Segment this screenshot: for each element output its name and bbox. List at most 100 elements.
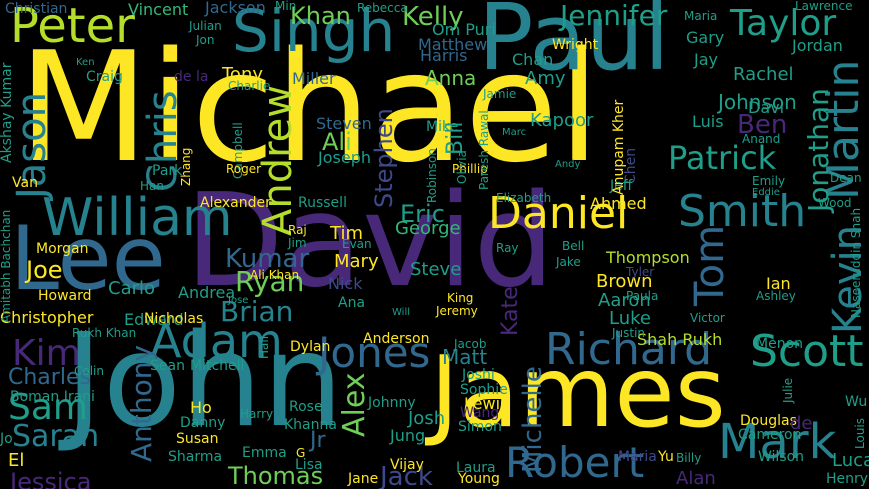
cloud-word: Naseeruddin Shah: [849, 207, 863, 318]
cloud-word: Shah Rukh: [637, 330, 723, 349]
cloud-word: Gary: [686, 28, 725, 47]
cloud-word: Min: [275, 0, 297, 13]
cloud-word: Wang: [460, 405, 500, 421]
cloud-word: Menon: [756, 336, 804, 352]
cloud-word: El: [8, 450, 25, 471]
cloud-word: Matt: [442, 345, 488, 369]
cloud-word: Tom: [687, 224, 733, 306]
cloud-word: Om Puri: [432, 20, 496, 39]
cloud-word: Mitchell: [190, 358, 245, 374]
cloud-word: Kim: [12, 333, 81, 374]
cloud-word: Jones: [318, 328, 431, 377]
cloud-word: Michael: [18, 19, 601, 196]
cloud-word: Davi: [748, 98, 785, 117]
cloud-word: Kate: [498, 286, 523, 336]
cloud-word: Daniel: [488, 188, 629, 239]
cloud-word: Ian: [766, 274, 791, 293]
cloud-word: John: [65, 307, 344, 456]
cloud-word: Thompson: [606, 248, 690, 267]
cloud-word: Cameron: [738, 427, 802, 443]
cloud-word: Ray: [496, 241, 519, 255]
cloud-word: Alexander: [200, 195, 271, 211]
cloud-word: Adam: [150, 314, 283, 368]
cloud-word: Mike: [426, 119, 459, 135]
cloud-word: Jacob: [454, 337, 487, 351]
cloud-word: Billy: [676, 451, 702, 465]
cloud-word: Johnny: [368, 395, 416, 411]
cloud-word: Han: [140, 179, 164, 193]
cloud-word: Jeff: [610, 178, 633, 194]
cloud-word: Aaron: [598, 290, 651, 311]
cloud-word: Andrew: [255, 85, 301, 236]
cloud-word: Emma: [242, 445, 287, 461]
cloud-word: Kelly: [402, 2, 464, 32]
cloud-word: Olivia: [455, 150, 469, 184]
cloud-word: Jake: [556, 255, 581, 269]
cloud-word: Harris: [420, 46, 468, 65]
cloud-word: Ahmed: [590, 194, 647, 213]
cloud-word: Kapoor: [530, 110, 594, 131]
cloud-word: Miller: [292, 69, 336, 88]
cloud-word: Jane: [348, 471, 379, 487]
cloud-word: Hall: [257, 335, 271, 359]
cloud-word: Sharma: [168, 449, 223, 465]
cloud-word: Khan: [290, 2, 351, 30]
cloud-word: Christopher: [0, 308, 94, 327]
cloud-word: Khanna: [284, 417, 337, 433]
cloud-word: Vijay: [390, 457, 424, 473]
cloud-word: Jr: [310, 428, 326, 453]
cloud-word: Steve: [410, 259, 462, 280]
cloud-word: Jonathan: [802, 88, 835, 212]
cloud-word: Roger: [226, 162, 262, 176]
cloud-word: Dean: [830, 171, 862, 185]
cloud-word: Wilson: [758, 449, 805, 465]
cloud-word: Elizabeth: [496, 191, 552, 205]
cloud-word: Harry: [240, 407, 274, 421]
cloud-word: Richard: [545, 324, 713, 375]
cloud-word: Jay: [694, 50, 718, 69]
cloud-word: Jessica: [10, 468, 92, 489]
cloud-word: Wood: [818, 196, 852, 210]
cloud-word: Ho: [190, 398, 212, 417]
cloud-word: Julie: [781, 377, 795, 403]
cloud-word: Tyler: [626, 265, 655, 279]
cloud-word: Paul: [478, 0, 670, 91]
cloud-word: Jo: [0, 431, 13, 447]
cloud-word: Nick: [328, 274, 363, 293]
cloud-word: Charlie: [228, 79, 271, 93]
cloud-word: Mark: [718, 414, 837, 470]
cloud-word: Patrick: [668, 139, 777, 177]
cloud-word: Jung: [390, 426, 426, 445]
cloud-word: Colin: [74, 364, 104, 378]
cloud-word: Robinson: [425, 148, 439, 203]
cloud-word: Edward: [124, 310, 184, 329]
cloud-word: Will: [392, 307, 411, 318]
cloud-word: Park: [152, 163, 183, 179]
cloud-word: Smith: [678, 186, 807, 237]
cloud-word: Ali Khan: [250, 268, 300, 282]
cloud-word: Andrea: [178, 283, 236, 302]
cloud-word: Anderson: [363, 331, 430, 347]
cloud-word: Young: [458, 471, 500, 487]
cloud-word: Michelle: [518, 366, 548, 473]
cloud-word: Jennifer: [560, 0, 668, 32]
cloud-word: Luis: [692, 112, 724, 131]
cloud-word: King: [447, 291, 474, 305]
cloud-word: Johnson: [718, 90, 797, 114]
cloud-word: Jim: [288, 236, 307, 250]
cloud-word: Anupam Kher: [611, 99, 627, 195]
cloud-word: Vincent: [128, 0, 189, 19]
cloud-word: Simon: [458, 419, 502, 435]
cloud-word: Lisa: [295, 457, 323, 473]
cloud-word: Alan: [676, 468, 716, 489]
cloud-word: Brown: [596, 271, 653, 292]
cloud-word: Taylor: [730, 3, 837, 44]
cloud-word: Bell: [562, 239, 585, 253]
cloud-word: Singh: [232, 0, 396, 65]
cloud-word: Scott: [750, 326, 864, 377]
cloud-word: Phillip: [452, 162, 488, 176]
cloud-word: Rebecca: [357, 1, 408, 15]
cloud-word: Laura: [456, 460, 496, 476]
cloud-word: Craig: [86, 69, 123, 85]
cloud-word: Justin: [612, 326, 646, 340]
